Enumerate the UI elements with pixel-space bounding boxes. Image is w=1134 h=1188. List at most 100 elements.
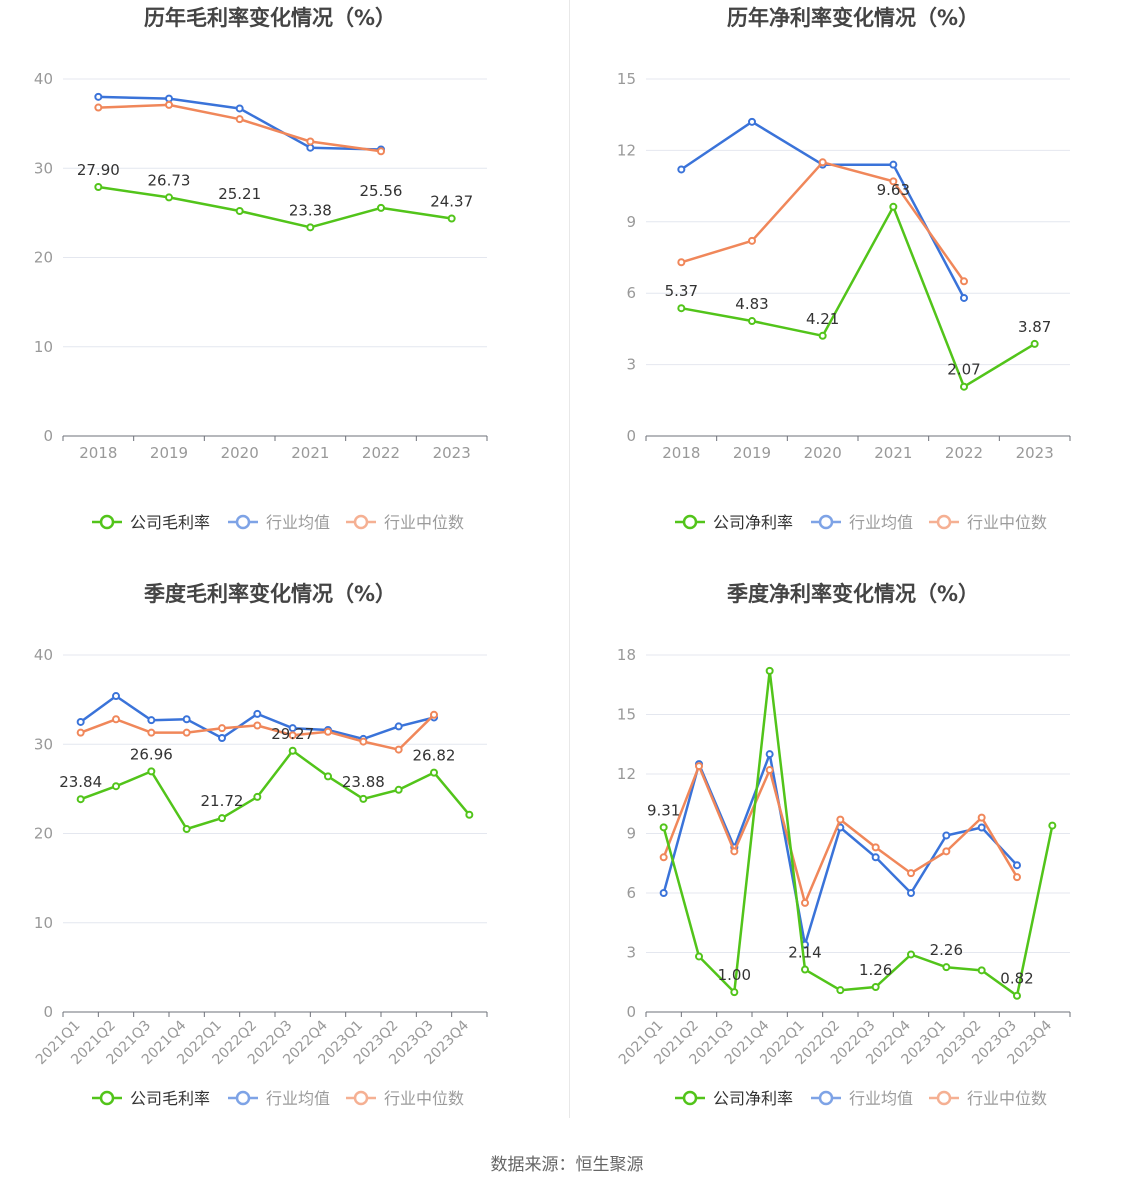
legend-item: 公司净利率	[675, 513, 793, 532]
data-label: 26.96	[130, 745, 173, 763]
data-point	[942, 963, 951, 972]
data-point	[677, 304, 686, 313]
data-point	[818, 331, 827, 340]
series-line-0	[662, 669, 1054, 997]
chart-title: 历年毛利率变化情况（%）	[144, 6, 396, 30]
data-label: 25.56	[360, 182, 403, 200]
data-point	[359, 737, 368, 746]
legend-label: 公司毛利率	[130, 1089, 210, 1108]
x-tick-label: 2019	[150, 444, 188, 462]
data-point	[235, 115, 244, 124]
data-point	[730, 988, 739, 997]
data-point	[907, 889, 915, 897]
legend-label: 行业均值	[849, 513, 913, 532]
data-point	[871, 853, 880, 862]
y-tick-label: 15	[617, 706, 636, 724]
data-label: 25.21	[218, 185, 261, 203]
legend-marker	[682, 514, 698, 530]
legend-item: 公司毛利率	[92, 1089, 210, 1108]
data-point	[889, 177, 898, 186]
data-point	[1013, 991, 1021, 1000]
data-point	[112, 692, 120, 701]
y-tick-label: 6	[626, 284, 636, 302]
y-tick-label: 0	[43, 1003, 53, 1021]
data-point	[165, 100, 173, 109]
data-label: 0.82	[1000, 970, 1033, 988]
data-point	[394, 722, 403, 731]
data-point	[94, 103, 103, 112]
data-label: 2.07	[947, 361, 980, 379]
series-line-0	[98, 185, 452, 229]
series-line-0	[80, 749, 471, 831]
data-point	[253, 792, 262, 801]
legend-label: 行业中位数	[384, 513, 464, 532]
data-label: 4.83	[735, 295, 768, 313]
data-point	[377, 147, 385, 156]
data-point	[960, 382, 968, 391]
legend-item: 行业中位数	[929, 1089, 1047, 1108]
data-point	[765, 750, 774, 759]
data-label: 26.82	[413, 747, 456, 765]
data-point	[147, 767, 156, 776]
data-point	[253, 709, 262, 718]
data-point	[94, 92, 103, 101]
data-point	[76, 795, 85, 804]
data-point	[306, 137, 315, 146]
data-point	[165, 94, 173, 103]
legend-marker	[235, 1090, 251, 1106]
legend-marker	[99, 514, 115, 530]
data-point	[324, 772, 332, 781]
data-point	[889, 202, 898, 211]
y-tick-label: 20	[34, 825, 53, 843]
data-point	[359, 794, 368, 803]
data-point	[942, 847, 951, 856]
x-tick-label: 2018	[662, 444, 700, 462]
data-source-note: 数据来源：恒生聚源	[490, 1155, 644, 1175]
data-point	[1048, 821, 1057, 830]
quarterly-net-margin-chart: 季度净利率变化情况（%） 0 3 6 9 12 15 18 2021Q1 2021Q2 2021Q3…	[583, 576, 1134, 1136]
data-point	[465, 810, 474, 819]
data-label: 23.84	[59, 773, 102, 791]
chart-title: 历年净利率变化情况（%）	[727, 6, 979, 30]
y-tick-label: 12	[617, 141, 636, 159]
data-point	[218, 724, 226, 733]
data-point	[112, 715, 120, 724]
data-label: 2.14	[788, 944, 821, 962]
data-point	[748, 117, 756, 126]
data-point	[836, 986, 845, 995]
legend-item: 行业均值	[228, 513, 330, 532]
data-point	[288, 731, 297, 740]
legend-item: 行业中位数	[346, 1089, 464, 1108]
data-point	[907, 869, 915, 878]
legend-label: 公司毛利率	[130, 513, 210, 532]
data-point	[960, 277, 968, 286]
legend-marker	[353, 514, 369, 530]
y-tick-label: 12	[617, 765, 636, 783]
data-point	[818, 158, 827, 167]
x-tick-label: 2022	[362, 444, 400, 462]
y-tick-label: 0	[626, 1003, 636, 1021]
data-label: 9.31	[647, 801, 680, 819]
legend-item: 公司净利率	[675, 1089, 793, 1108]
data-point	[218, 734, 226, 743]
data-label: 5.37	[665, 282, 698, 300]
y-tick-label: 18	[617, 646, 636, 664]
data-point	[430, 768, 438, 777]
legend-label: 公司净利率	[713, 1089, 793, 1108]
data-label: 23.38	[289, 201, 332, 219]
legend-item: 行业均值	[228, 1089, 330, 1108]
data-point	[182, 715, 191, 724]
data-point	[235, 207, 244, 216]
data-point	[306, 223, 315, 232]
legend-item: 公司毛利率	[92, 513, 210, 532]
data-point	[907, 950, 915, 959]
data-label: 1.00	[718, 966, 751, 984]
data-point	[977, 823, 986, 832]
legend-label: 行业中位数	[384, 1089, 464, 1108]
data-label: 9.63	[877, 181, 910, 199]
data-point	[677, 165, 686, 174]
data-point	[977, 813, 986, 822]
y-tick-label: 9	[626, 825, 636, 843]
chart-title: 季度毛利率变化情况（%）	[144, 582, 396, 606]
chart-3-svg: 季度净利率变化情况（%）03691215182021Q12021Q22021Q3…	[616, 582, 1071, 1108]
